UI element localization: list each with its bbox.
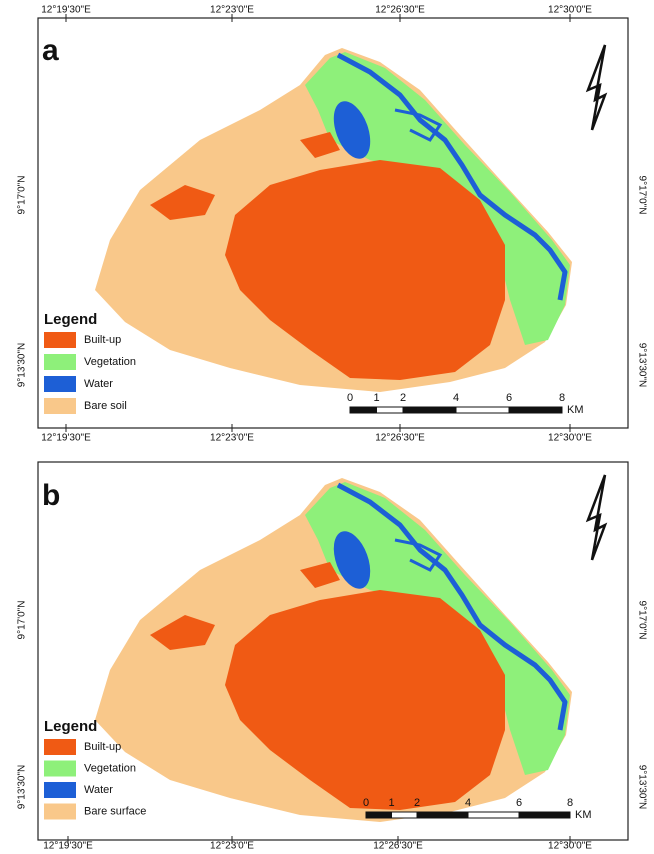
scale-segment bbox=[455, 406, 510, 414]
scale-segment bbox=[376, 406, 404, 414]
river bbox=[394, 108, 443, 142]
legend-swatch bbox=[44, 782, 76, 798]
legend-swatch bbox=[44, 332, 76, 348]
scale-label: 6 bbox=[516, 797, 522, 809]
river bbox=[394, 538, 443, 572]
legend-label: Vegetation bbox=[84, 356, 136, 368]
scale-segment bbox=[508, 406, 563, 414]
latitude-label: 9°13'30"N bbox=[636, 765, 647, 810]
legend-swatch bbox=[44, 739, 76, 755]
scale-segment bbox=[391, 811, 418, 819]
scale-label: 0 bbox=[347, 392, 353, 404]
latitude-label: 9°13'30"N bbox=[17, 765, 28, 810]
scale-unit: KM bbox=[567, 404, 584, 416]
lake bbox=[333, 101, 371, 159]
legend-swatch bbox=[44, 376, 76, 392]
map-panel: a 12°19'30"E 12°23'0"E 12°26'30"E 12°30'0"E 1… bbox=[17, 5, 648, 444]
longitude-label: 12°19'30"E bbox=[41, 433, 91, 444]
legend-swatch bbox=[44, 803, 76, 820]
scale-segment bbox=[402, 406, 457, 414]
legend-swatch bbox=[44, 354, 76, 370]
scale-label: 6 bbox=[506, 392, 512, 404]
legend-label: Bare soil bbox=[84, 400, 127, 412]
legend-label: Water bbox=[84, 784, 113, 796]
scale-label: 0 bbox=[363, 797, 369, 809]
scale-label: 2 bbox=[414, 797, 420, 809]
north-arrow bbox=[585, 44, 608, 131]
scale-label: 4 bbox=[465, 797, 471, 809]
latitude-label: 9°13'30"N bbox=[17, 343, 28, 388]
scale-label: 1 bbox=[373, 392, 379, 404]
scale-segment bbox=[467, 811, 520, 819]
legend-label: Vegetation bbox=[84, 762, 136, 774]
latitude-label: 9°17'0"N bbox=[636, 176, 647, 215]
latitude-label: 9°17'0"N bbox=[17, 176, 28, 215]
scale-label: 8 bbox=[559, 392, 565, 404]
longitude-label: 12°23'0"E bbox=[210, 841, 254, 852]
latitude-label: 9°17'0"N bbox=[17, 601, 28, 640]
builtup-area bbox=[300, 132, 340, 158]
legend-label: Water bbox=[84, 378, 113, 390]
legend-title: Legend bbox=[44, 311, 97, 328]
builtup-area bbox=[225, 160, 505, 380]
scale-segment bbox=[365, 811, 392, 819]
longitude-label: 12°30'0"E bbox=[548, 841, 592, 852]
longitude-label: 12°26'30"E bbox=[373, 841, 423, 852]
map-panel: b 12°19'30"E 12°23'0"E 12°26'30"E 12°30'0"E 9… bbox=[17, 461, 647, 852]
longitude-label: 12°30'0"E bbox=[548, 433, 592, 444]
panel-letter: b bbox=[42, 479, 60, 512]
scale-label: 1 bbox=[388, 797, 394, 809]
scale-label: 8 bbox=[567, 797, 573, 809]
longitude-label: 12°23'0"E bbox=[210, 433, 254, 444]
scale-label: 4 bbox=[453, 392, 459, 404]
legend-label: Bare surface bbox=[84, 805, 146, 817]
river bbox=[336, 52, 568, 301]
builtup-area bbox=[300, 562, 340, 588]
longitude-label: 12°26'30"E bbox=[375, 433, 425, 444]
legend-label: Built-up bbox=[84, 741, 121, 753]
legend-swatch bbox=[44, 398, 76, 414]
builtup-area bbox=[225, 590, 505, 810]
longitude-label: 12°23'0"E bbox=[210, 5, 254, 16]
scale-segment bbox=[518, 811, 571, 819]
scale-unit: KM bbox=[575, 809, 592, 821]
longitude-label: 12°30'0"E bbox=[548, 5, 592, 16]
longitude-label: 12°26'30"E bbox=[375, 5, 425, 16]
panel-letter: a bbox=[42, 34, 59, 67]
legend-label: Built-up bbox=[84, 334, 121, 346]
north-arrow bbox=[585, 474, 608, 561]
scale-label: 2 bbox=[400, 392, 406, 404]
scale-segment bbox=[349, 406, 377, 414]
latitude-label: 9°17'0"N bbox=[636, 601, 647, 640]
builtup-area bbox=[150, 615, 215, 650]
builtup-area bbox=[150, 185, 215, 220]
river bbox=[336, 482, 568, 731]
scale-segment bbox=[416, 811, 469, 819]
longitude-label: 12°19'30"E bbox=[41, 5, 91, 16]
legend-swatch bbox=[44, 760, 76, 777]
longitude-label: 12°19'30"E bbox=[43, 841, 93, 852]
lake bbox=[333, 531, 371, 589]
legend-title: Legend bbox=[44, 718, 97, 735]
latitude-label: 9°13'30"N bbox=[636, 343, 647, 388]
